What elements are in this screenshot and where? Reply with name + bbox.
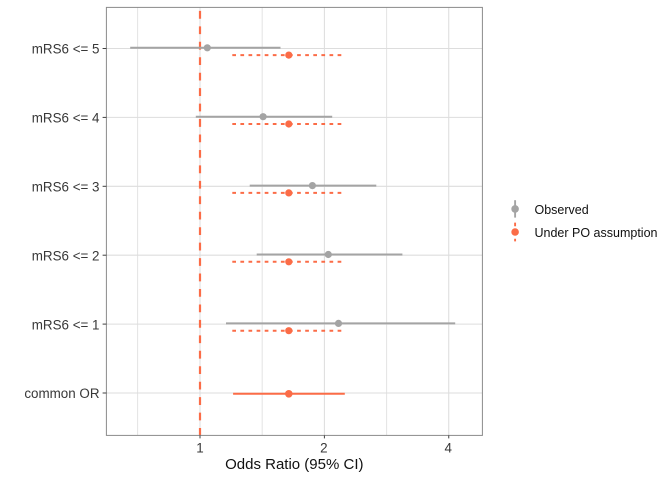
svg-text:mRS6 <= 4: mRS6 <= 4 bbox=[32, 111, 100, 126]
svg-text:mRS6 <= 1: mRS6 <= 1 bbox=[32, 317, 100, 332]
svg-text:1: 1 bbox=[196, 441, 203, 456]
svg-text:Odds Ratio (95% CI): Odds Ratio (95% CI) bbox=[225, 456, 363, 473]
svg-text:mRS6 <= 5: mRS6 <= 5 bbox=[32, 42, 100, 57]
svg-text:common OR: common OR bbox=[24, 386, 99, 401]
svg-text:Under PO assumption: Under PO assumption bbox=[535, 226, 658, 240]
svg-text:4: 4 bbox=[444, 441, 452, 456]
svg-text:Observed: Observed bbox=[535, 203, 589, 217]
svg-text:mRS6 <= 2: mRS6 <= 2 bbox=[32, 248, 100, 263]
svg-text:2: 2 bbox=[320, 441, 327, 456]
svg-text:mRS6 <= 3: mRS6 <= 3 bbox=[32, 180, 100, 195]
